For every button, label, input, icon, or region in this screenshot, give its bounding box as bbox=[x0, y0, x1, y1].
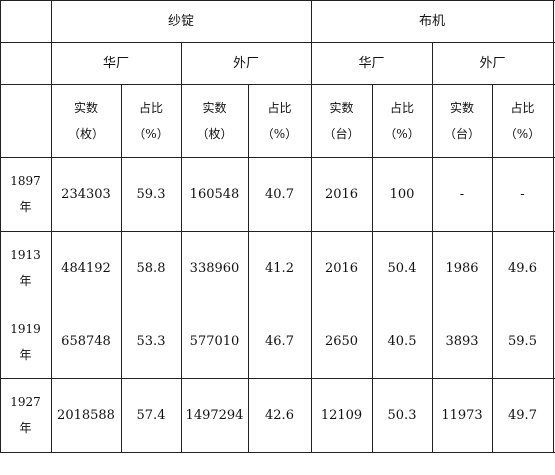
table-cell: - bbox=[520, 186, 525, 202]
rule-bottom bbox=[0, 452, 555, 453]
table-cell: 160548 bbox=[189, 186, 240, 202]
table-cell: 658748 bbox=[61, 334, 111, 349]
rule-top bbox=[0, 0, 555, 1]
table-cell: 57.4 bbox=[136, 407, 166, 423]
subheader-ratio: 占比 （%） bbox=[133, 100, 169, 141]
subheader-count: 实数 （枚） bbox=[67, 100, 104, 141]
rule-header-1 bbox=[0, 42, 555, 43]
table-cell: 12109 bbox=[320, 407, 363, 423]
subheader-count: 实数 （枚） bbox=[196, 100, 233, 141]
header-looms-foreign: 外厂 bbox=[479, 55, 506, 71]
table-cell: 49.7 bbox=[508, 407, 537, 423]
table-cell: 58.8 bbox=[136, 260, 166, 276]
table-cell: 46.7 bbox=[265, 334, 294, 349]
year-cell: 1913 年 bbox=[10, 248, 41, 288]
table-cell: 2016 bbox=[324, 186, 359, 202]
table-cell: 49.6 bbox=[508, 260, 537, 276]
table-cell: 11973 bbox=[441, 407, 483, 423]
rule-header-3 bbox=[0, 157, 555, 158]
table-cell: 1497294 bbox=[185, 407, 244, 423]
year-cell: 1897 年 bbox=[10, 174, 41, 214]
rule-right bbox=[553, 0, 554, 453]
subheader-count: 实数 （台） bbox=[443, 100, 480, 141]
table-cell: 484192 bbox=[61, 260, 111, 276]
table-cell: 2016 bbox=[324, 260, 359, 276]
table-cell: 3893 bbox=[445, 334, 479, 349]
header-spindles-chinese: 华厂 bbox=[102, 55, 129, 71]
year-cell: 1919 年 bbox=[10, 321, 41, 362]
rule-spindle-split bbox=[181, 42, 182, 453]
table-cell: 53.3 bbox=[136, 334, 166, 349]
table-cell: 40.7 bbox=[265, 186, 294, 202]
table-cell: 40.5 bbox=[387, 334, 417, 349]
table-cell: 234303 bbox=[61, 186, 111, 202]
rule-sub-3 bbox=[372, 84, 373, 453]
table-cell: 577010 bbox=[189, 334, 240, 349]
table-cell: - bbox=[459, 186, 465, 202]
header-looms-chinese: 华厂 bbox=[358, 55, 385, 71]
rule-sub-2 bbox=[248, 84, 249, 453]
rule-group-split bbox=[311, 0, 312, 453]
subheader-ratio: 占比 （%） bbox=[384, 100, 420, 141]
header-looms: 布机 bbox=[418, 13, 445, 29]
table-cell: 50.3 bbox=[387, 407, 417, 423]
table-cell: 59.5 bbox=[508, 334, 537, 349]
table-cell: 338960 bbox=[189, 260, 240, 276]
table-cell: 2018588 bbox=[57, 407, 115, 423]
table-cell: 1986 bbox=[445, 260, 479, 276]
subheader-ratio: 占比 （%） bbox=[261, 100, 298, 141]
rule-loom-split bbox=[432, 42, 433, 453]
rule-sub-4 bbox=[492, 84, 493, 453]
rule-header-2 bbox=[0, 84, 555, 85]
table-cell: 41.2 bbox=[265, 260, 294, 276]
year-cell: 1927 年 bbox=[10, 395, 41, 435]
rule-year-col bbox=[51, 0, 52, 453]
table-cell: 59.3 bbox=[136, 186, 166, 202]
rule-sub-1 bbox=[121, 84, 122, 453]
subheader-ratio: 占比 （%） bbox=[504, 100, 541, 141]
table-cell: 2650 bbox=[324, 334, 359, 349]
table-cell: 42.6 bbox=[265, 407, 294, 423]
table-cell: 100 bbox=[389, 186, 415, 202]
rule-row-2 bbox=[0, 378, 555, 379]
header-spindles: 纱锭 bbox=[167, 13, 194, 29]
subheader-count: 实数 （台） bbox=[323, 100, 360, 141]
rule-row-1 bbox=[0, 231, 555, 232]
header-spindles-foreign: 外厂 bbox=[232, 55, 259, 71]
rule-left bbox=[0, 0, 1, 453]
table-cell: 50.4 bbox=[387, 260, 417, 276]
